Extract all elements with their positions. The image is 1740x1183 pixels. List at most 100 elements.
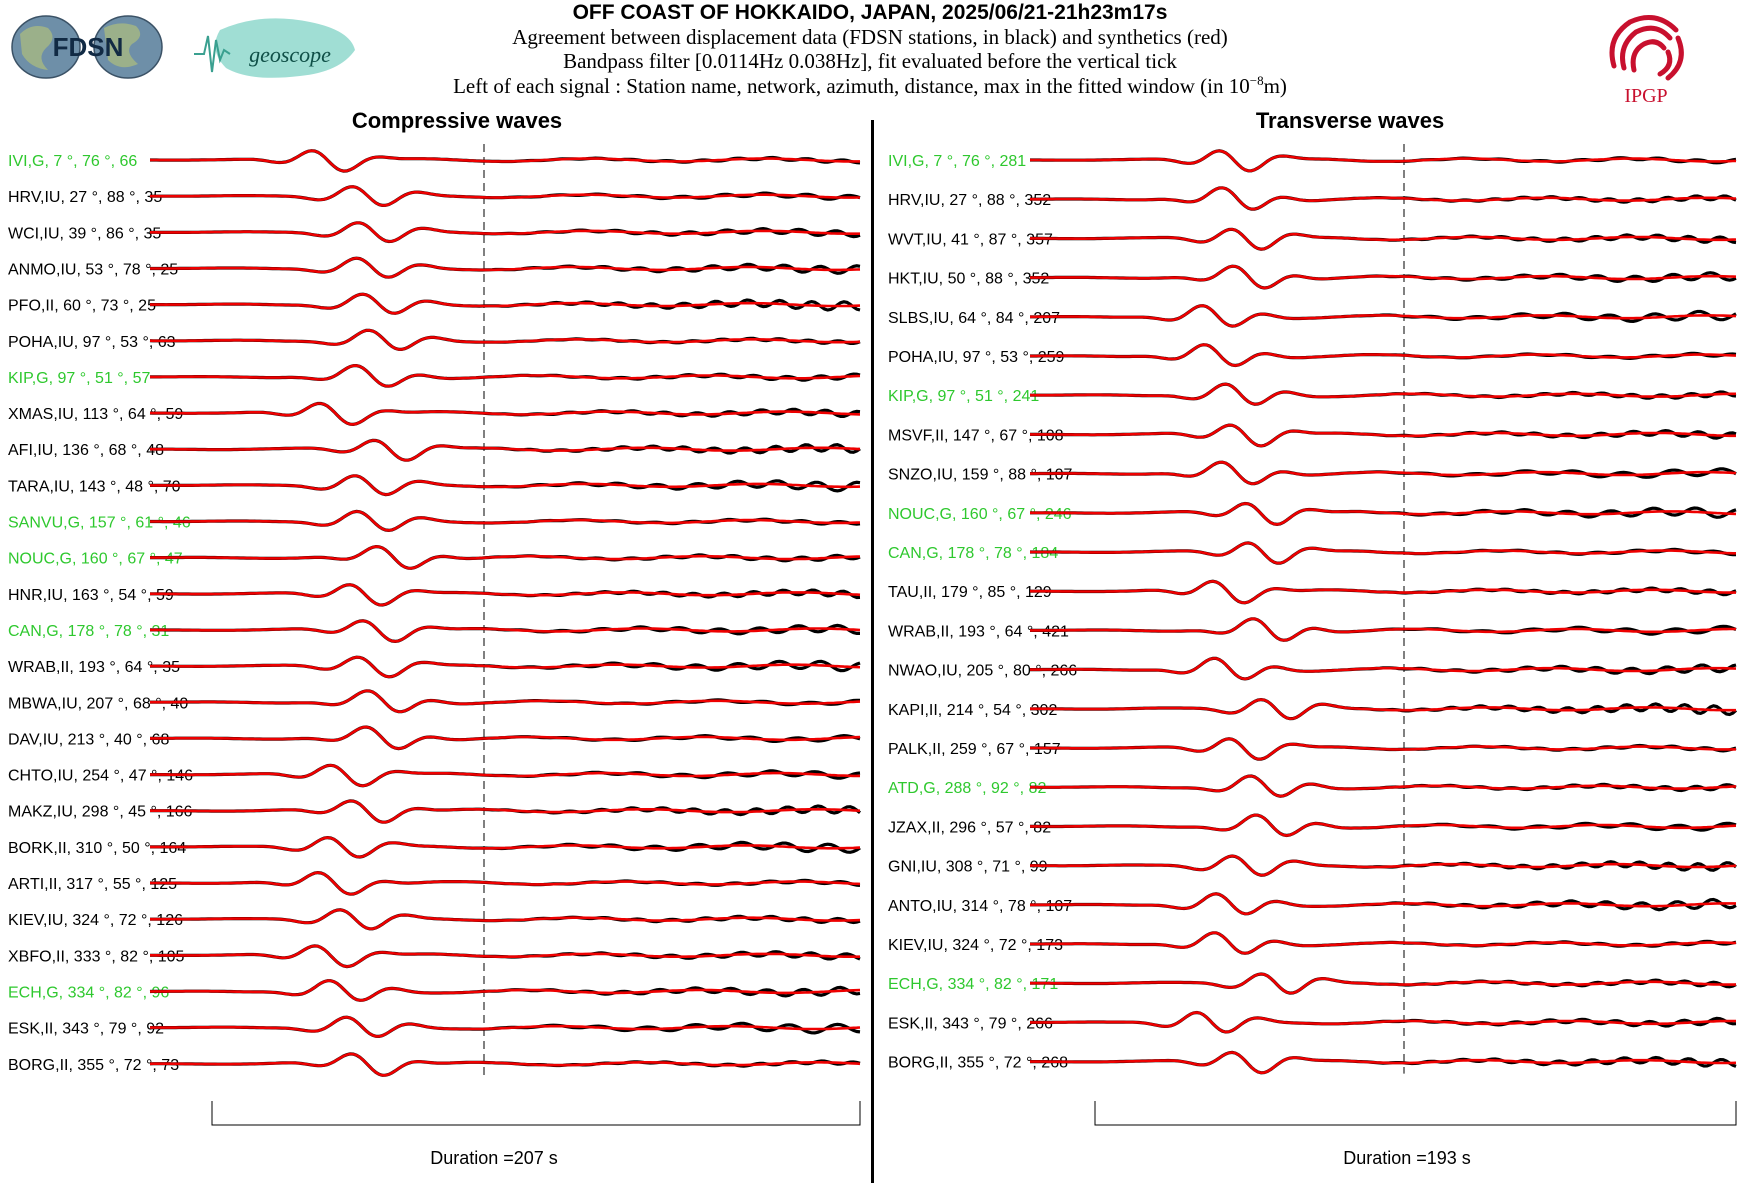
station-trace: AFI,IU, 136 °, 68 °, 48 bbox=[8, 438, 861, 462]
geoscope-logo: geoscope bbox=[194, 18, 355, 78]
synthetic-waveform bbox=[1030, 698, 1736, 721]
synthetic-waveform bbox=[150, 256, 861, 279]
synthetic-waveform bbox=[1030, 931, 1737, 955]
synthetic-waveform bbox=[150, 439, 861, 462]
station-trace: ARTI,II, 317 °, 55 °, 125 bbox=[8, 870, 861, 896]
duration-bracket bbox=[211, 1101, 861, 1126]
station-trace: DAV,IU, 213 °, 40 °, 68 bbox=[8, 725, 861, 751]
station-label: ANTO,IU, 314 °, 78 °, 107 bbox=[888, 898, 1072, 915]
station-trace: ECH,G, 334 °, 82 °, 96 bbox=[8, 979, 861, 1002]
station-label: CAN,G, 178 °, 78 °, 31 bbox=[8, 623, 169, 640]
synthetic-waveform bbox=[1030, 774, 1737, 798]
station-label: WVT,IU, 41 °, 87 °, 357 bbox=[888, 231, 1053, 248]
synthetic-waveform bbox=[1030, 343, 1737, 367]
panel-title-transverse: Transverse waves bbox=[1255, 108, 1445, 133]
synthetic-waveform bbox=[150, 944, 860, 968]
synthetic-waveform bbox=[1030, 186, 1737, 211]
synthetic-waveform bbox=[149, 328, 861, 351]
synthetic-waveform bbox=[1030, 502, 1737, 526]
subtitle-bandpass: Bandpass filter [0.0114Hz 0.038Hz], fit … bbox=[563, 49, 1177, 73]
station-trace: TARA,IU, 143 °, 48 °, 70 bbox=[8, 474, 861, 497]
ipgp-logo: IPGP bbox=[1609, 15, 1684, 107]
synthetic-waveform bbox=[1030, 892, 1736, 916]
geoscope-logo-text: geoscope bbox=[249, 42, 331, 67]
station-label: KIP,G, 97 °, 51 °, 57 bbox=[8, 370, 150, 387]
station-trace: WVT,IU, 41 °, 87 °, 357 bbox=[888, 227, 1737, 251]
station-label: HNR,IU, 163 °, 54 °, 59 bbox=[8, 587, 174, 604]
station-label: KIEV,IU, 324 °, 72 °, 126 bbox=[8, 912, 183, 929]
station-trace: KIEV,IU, 324 °, 72 °, 173 bbox=[888, 931, 1737, 955]
synthetic-waveform bbox=[1030, 657, 1737, 681]
synthetic-waveform bbox=[150, 871, 861, 896]
station-trace: TAU,II, 179 °, 85 °, 129 bbox=[888, 579, 1737, 605]
station-label: MAKZ,IU, 298 °, 45 °, 166 bbox=[8, 804, 193, 821]
station-label: ECH,G, 334 °, 82 °, 96 bbox=[8, 984, 169, 1001]
ipgp-logo-text: IPGP bbox=[1624, 85, 1667, 107]
panel-transverse: IVI,G, 7 °, 76 °, 281 HRV,IU, 27 °, 88 °,… bbox=[888, 144, 1738, 1126]
station-label: ANMO,IU, 53 °, 78 °, 25 bbox=[8, 261, 178, 278]
panel-title-compressive: Compressive waves bbox=[351, 108, 563, 133]
station-trace: KIP,G, 97 °, 51 °, 241 bbox=[888, 382, 1737, 406]
synthetic-waveform bbox=[1030, 149, 1737, 173]
duration-bracket bbox=[1094, 1101, 1737, 1126]
station-trace: HRV,IU, 27 °, 88 °, 35 bbox=[8, 185, 861, 208]
synthetic-waveform bbox=[150, 221, 860, 243]
station-label: ARTI,II, 317 °, 55 °, 125 bbox=[8, 876, 177, 893]
station-label: IVI,G, 7 °, 76 °, 66 bbox=[8, 153, 137, 170]
synthetic-waveform bbox=[1030, 737, 1737, 761]
station-trace: HNR,IU, 163 °, 54 °, 59 bbox=[8, 583, 861, 607]
station-label: SLBS,IU, 64 °, 84 °, 207 bbox=[888, 310, 1060, 327]
synthetic-waveform bbox=[1030, 304, 1737, 328]
station-label: WRAB,II, 193 °, 64 °, 35 bbox=[8, 659, 180, 676]
synthetic-waveform bbox=[149, 979, 861, 1002]
station-label: CAN,G, 178 °, 78 °, 184 bbox=[888, 545, 1058, 562]
station-label: BORG,II, 355 °, 72 °, 73 bbox=[8, 1057, 179, 1074]
synthetic-waveform bbox=[1030, 813, 1737, 837]
fdsn-logo: FDSN bbox=[11, 15, 163, 79]
station-trace: ECH,G, 334 °, 82 °, 171 bbox=[888, 972, 1737, 995]
synthetic-waveform bbox=[150, 149, 860, 173]
panel-compressive: IVI,G, 7 °, 76 °, 66 HRV,IU, 27 °, 88 °, … bbox=[8, 144, 861, 1126]
station-trace: KAPI,II, 214 °, 54 °, 302 bbox=[888, 697, 1738, 721]
station-label: XMAS,IU, 113 °, 64 °, 59 bbox=[8, 406, 183, 423]
station-trace: XMAS,IU, 113 °, 64 °, 59 bbox=[8, 401, 861, 427]
station-trace: NOUC,G, 160 °, 67 °, 246 bbox=[888, 501, 1737, 527]
panel-divider bbox=[871, 120, 874, 1183]
station-label: CHTO,IU, 254 °, 47 °, 146 bbox=[8, 768, 193, 785]
station-label: KAPI,II, 214 °, 54 °, 302 bbox=[888, 702, 1057, 719]
fdsn-logo-text: FDSN bbox=[53, 32, 124, 62]
station-trace: GNI,IU, 308 °, 71 °, 99 bbox=[888, 854, 1737, 877]
synthetic-waveform bbox=[150, 763, 861, 788]
synthetic-waveform bbox=[1030, 460, 1737, 486]
station-trace: SLBS,IU, 64 °, 84 °, 207 bbox=[888, 304, 1737, 328]
station-trace: NOUC,G, 160 °, 67 °, 47 bbox=[8, 544, 861, 570]
station-label: KIEV,IU, 324 °, 72 °, 173 bbox=[888, 937, 1063, 954]
synthetic-waveform bbox=[1030, 264, 1737, 290]
synthetic-waveform bbox=[150, 836, 861, 859]
station-trace: XBFO,II, 333 °, 82 °, 105 bbox=[8, 944, 861, 969]
station-label: DAV,IU, 213 °, 40 °, 68 bbox=[8, 731, 169, 748]
synthetic-waveform bbox=[150, 364, 861, 388]
station-trace: BORK,II, 310 °, 50 °, 164 bbox=[8, 835, 861, 859]
station-trace: CAN,G, 178 °, 78 °, 184 bbox=[888, 541, 1736, 565]
header: OFF COAST OF HOKKAIDO, JAPAN, 2025/06/21… bbox=[0, 0, 1740, 110]
synthetic-waveform bbox=[150, 510, 861, 532]
synthetic-waveform bbox=[150, 689, 861, 713]
synthetic-waveform bbox=[1030, 541, 1736, 565]
station-trace: POHA,IU, 97 °, 53 °, 63 bbox=[8, 328, 861, 352]
synthetic-waveform bbox=[150, 655, 861, 679]
station-label: POHA,IU, 97 °, 53 °, 63 bbox=[8, 334, 176, 351]
synthetic-waveform bbox=[150, 474, 861, 496]
station-label: MSVF,II, 147 °, 67 °, 108 bbox=[888, 427, 1064, 444]
station-trace: WCI,IU, 39 °, 86 °, 35 bbox=[8, 221, 861, 244]
synthetic-waveform bbox=[1030, 579, 1736, 605]
station-trace: SNZO,IU, 159 °, 88 °, 107 bbox=[888, 460, 1737, 486]
station-label: NWAO,IU, 205 °, 80 °, 266 bbox=[888, 663, 1077, 680]
page-title: OFF COAST OF HOKKAIDO, JAPAN, 2025/06/21… bbox=[572, 1, 1168, 24]
station-trace: SANVU,G, 157 °, 61 °, 46 bbox=[8, 509, 861, 533]
synthetic-waveform bbox=[1030, 227, 1737, 251]
station-trace: ANTO,IU, 314 °, 78 °, 107 bbox=[888, 892, 1737, 916]
station-trace: MSVF,II, 147 °, 67 °, 108 bbox=[888, 423, 1737, 448]
station-label: SNZO,IU, 159 °, 88 °, 107 bbox=[888, 467, 1073, 484]
synthetic-waveform bbox=[150, 619, 861, 643]
